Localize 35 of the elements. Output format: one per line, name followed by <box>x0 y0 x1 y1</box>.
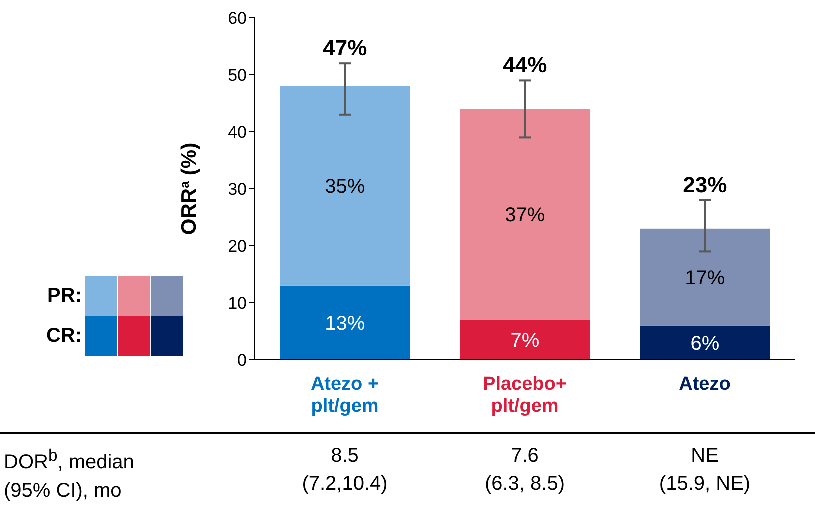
text: DOR$^{b}$, median <box>4 445 136 476</box>
x-tick-label: Atezo + plt/gem <box>310 374 380 417</box>
x-tick-label: Atezo <box>679 374 731 395</box>
data-label: 17% <box>685 267 726 290</box>
x-tick-label: Placebo+ plt/gem <box>483 374 567 417</box>
data-label: 37% <box>505 204 546 227</box>
text: NE <box>690 444 720 469</box>
legend-label: CR: <box>45 324 83 348</box>
bar <box>280 86 410 286</box>
bar <box>640 228 770 326</box>
data-label: 35% <box>325 176 366 198</box>
data-label: 7% <box>510 330 540 352</box>
bar <box>460 320 590 360</box>
text: (7.2,10.4) <box>301 472 389 497</box>
data-label: 6% <box>690 332 720 355</box>
y-tick-label: 20 <box>228 237 247 256</box>
total-label: 47% <box>323 36 368 61</box>
text: 8.5 <box>330 444 360 469</box>
y-tick-label: 10 <box>228 294 247 314</box>
y-tick-label: 0 <box>238 351 247 370</box>
y-tick-label: 60 <box>228 9 247 28</box>
y-tick-label: 50 <box>228 66 247 86</box>
bar <box>640 326 770 360</box>
text: (6.3, 8.5) <box>484 472 566 497</box>
bar <box>280 286 410 360</box>
data-label: 13% <box>325 312 366 335</box>
y-tick-label: 40 <box>228 123 247 142</box>
text: 7.6 <box>510 444 540 469</box>
total-label: 44% <box>503 52 548 78</box>
total-label: 23% <box>683 172 728 198</box>
text: (95% CI), mo <box>4 478 123 504</box>
bar <box>460 109 590 320</box>
legend-label: PR: <box>46 284 83 308</box>
y-tick-label: 30 <box>228 180 247 200</box>
text: (15.9, NE) <box>658 472 752 497</box>
